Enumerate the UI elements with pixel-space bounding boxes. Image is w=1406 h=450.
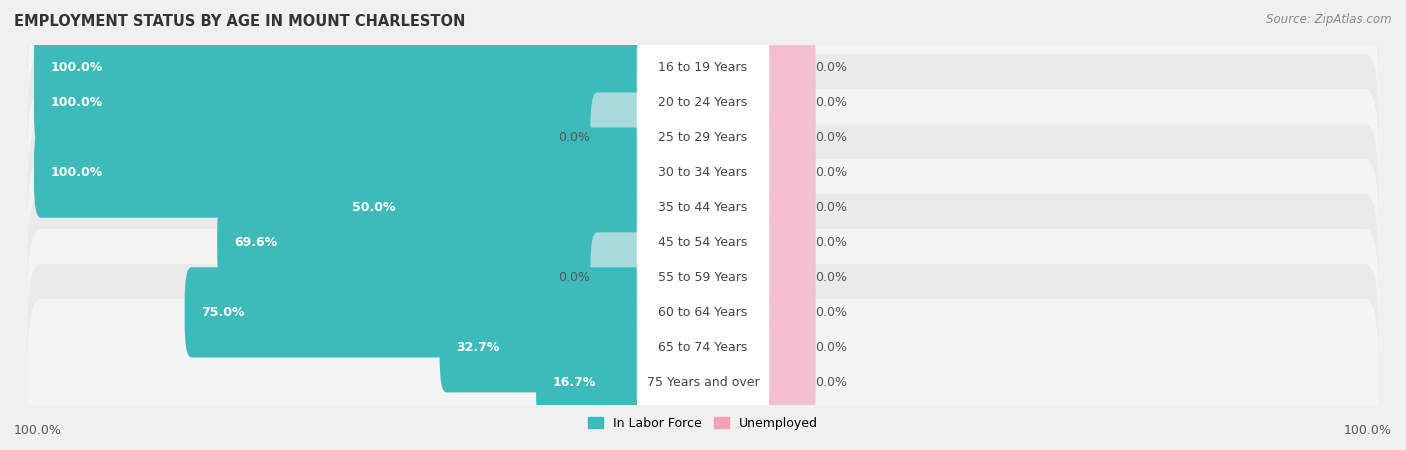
FancyBboxPatch shape xyxy=(27,159,1379,326)
FancyBboxPatch shape xyxy=(27,194,1379,361)
Text: Source: ZipAtlas.com: Source: ZipAtlas.com xyxy=(1267,14,1392,27)
Text: 75.0%: 75.0% xyxy=(201,306,245,319)
FancyBboxPatch shape xyxy=(440,302,650,392)
FancyBboxPatch shape xyxy=(27,299,1379,450)
FancyBboxPatch shape xyxy=(217,198,650,288)
Text: 0.0%: 0.0% xyxy=(815,96,848,109)
FancyBboxPatch shape xyxy=(536,337,650,428)
Text: 75 Years and over: 75 Years and over xyxy=(647,376,759,389)
FancyBboxPatch shape xyxy=(27,54,1379,221)
FancyBboxPatch shape xyxy=(756,198,815,288)
Text: 30 to 34 Years: 30 to 34 Years xyxy=(658,166,748,179)
Text: 0.0%: 0.0% xyxy=(815,376,848,389)
FancyBboxPatch shape xyxy=(591,232,650,323)
Text: 0.0%: 0.0% xyxy=(558,271,591,284)
Text: 0.0%: 0.0% xyxy=(815,166,848,179)
Text: 100.0%: 100.0% xyxy=(14,423,62,436)
FancyBboxPatch shape xyxy=(756,232,815,323)
Text: 16 to 19 Years: 16 to 19 Years xyxy=(658,61,748,74)
FancyBboxPatch shape xyxy=(756,162,815,252)
Text: 100.0%: 100.0% xyxy=(1344,423,1392,436)
Text: 50.0%: 50.0% xyxy=(352,201,395,214)
Text: 0.0%: 0.0% xyxy=(815,271,848,284)
FancyBboxPatch shape xyxy=(637,198,769,288)
Text: 25 to 29 Years: 25 to 29 Years xyxy=(658,131,748,144)
Text: 0.0%: 0.0% xyxy=(815,131,848,144)
Text: 16.7%: 16.7% xyxy=(553,376,596,389)
FancyBboxPatch shape xyxy=(637,302,769,392)
FancyBboxPatch shape xyxy=(756,302,815,392)
Text: 0.0%: 0.0% xyxy=(815,341,848,354)
FancyBboxPatch shape xyxy=(637,232,769,323)
Legend: In Labor Force, Unemployed: In Labor Force, Unemployed xyxy=(583,412,823,435)
Text: 0.0%: 0.0% xyxy=(558,131,591,144)
FancyBboxPatch shape xyxy=(637,127,769,218)
FancyBboxPatch shape xyxy=(27,229,1379,396)
FancyBboxPatch shape xyxy=(637,22,769,113)
FancyBboxPatch shape xyxy=(637,58,769,148)
Text: 45 to 54 Years: 45 to 54 Years xyxy=(658,236,748,249)
FancyBboxPatch shape xyxy=(27,19,1379,186)
FancyBboxPatch shape xyxy=(637,267,769,357)
FancyBboxPatch shape xyxy=(27,89,1379,256)
FancyBboxPatch shape xyxy=(756,93,815,183)
FancyBboxPatch shape xyxy=(756,267,815,357)
FancyBboxPatch shape xyxy=(184,267,650,357)
FancyBboxPatch shape xyxy=(756,337,815,428)
Text: EMPLOYMENT STATUS BY AGE IN MOUNT CHARLESTON: EMPLOYMENT STATUS BY AGE IN MOUNT CHARLE… xyxy=(14,14,465,28)
Text: 100.0%: 100.0% xyxy=(51,61,103,74)
FancyBboxPatch shape xyxy=(756,58,815,148)
Text: 100.0%: 100.0% xyxy=(51,166,103,179)
Text: 60 to 64 Years: 60 to 64 Years xyxy=(658,306,748,319)
Text: 0.0%: 0.0% xyxy=(815,201,848,214)
FancyBboxPatch shape xyxy=(27,0,1379,151)
Text: 0.0%: 0.0% xyxy=(815,306,848,319)
Text: 100.0%: 100.0% xyxy=(51,96,103,109)
Text: 69.6%: 69.6% xyxy=(233,236,277,249)
FancyBboxPatch shape xyxy=(34,22,650,113)
Text: 55 to 59 Years: 55 to 59 Years xyxy=(658,271,748,284)
FancyBboxPatch shape xyxy=(756,22,815,113)
FancyBboxPatch shape xyxy=(637,162,769,252)
FancyBboxPatch shape xyxy=(591,93,650,183)
FancyBboxPatch shape xyxy=(27,264,1379,431)
FancyBboxPatch shape xyxy=(637,93,769,183)
Text: 35 to 44 Years: 35 to 44 Years xyxy=(658,201,748,214)
FancyBboxPatch shape xyxy=(756,127,815,218)
Text: 0.0%: 0.0% xyxy=(815,236,848,249)
Text: 0.0%: 0.0% xyxy=(815,61,848,74)
FancyBboxPatch shape xyxy=(336,162,650,252)
Text: 20 to 24 Years: 20 to 24 Years xyxy=(658,96,748,109)
Text: 32.7%: 32.7% xyxy=(456,341,499,354)
Text: 65 to 74 Years: 65 to 74 Years xyxy=(658,341,748,354)
FancyBboxPatch shape xyxy=(34,127,650,218)
FancyBboxPatch shape xyxy=(27,124,1379,291)
FancyBboxPatch shape xyxy=(637,337,769,428)
FancyBboxPatch shape xyxy=(34,58,650,148)
